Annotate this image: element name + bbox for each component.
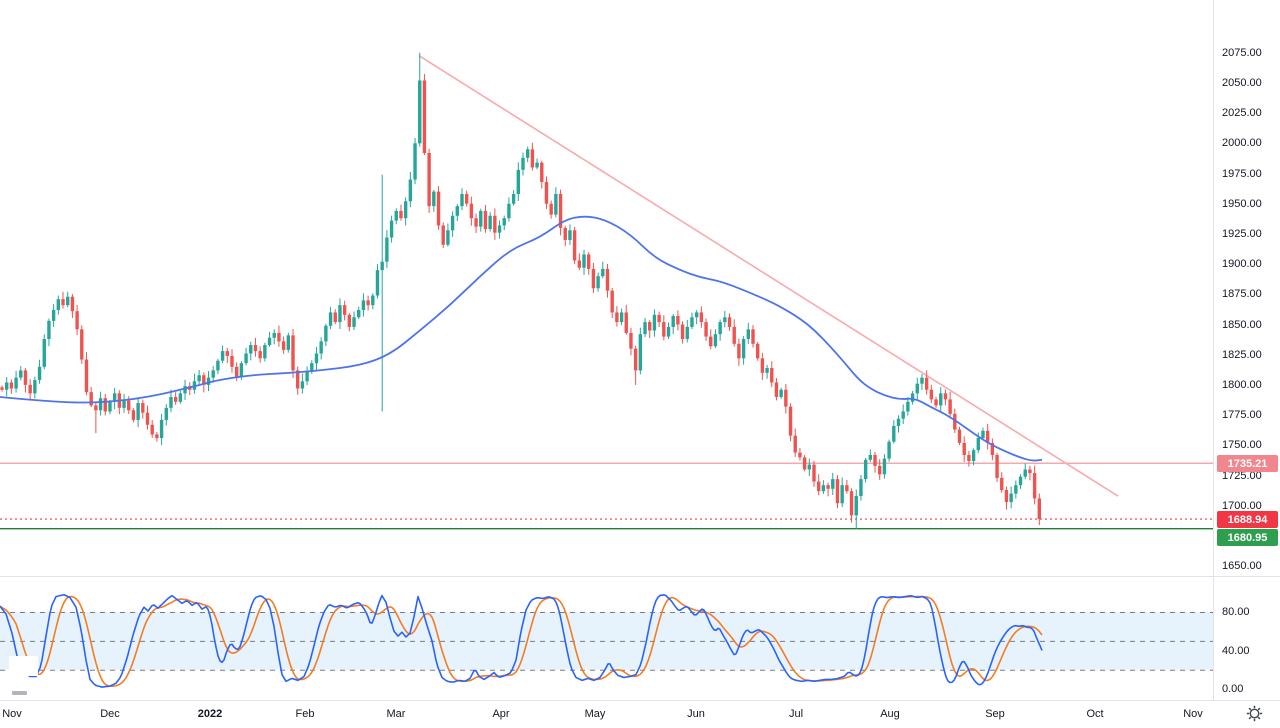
price-axis-label: 1850.00 <box>1222 318 1262 331</box>
price-axis-label: 1925.00 <box>1222 227 1262 240</box>
time-axis-label-jul: Jul <box>788 708 804 720</box>
stoch-axis-label: 80.00 <box>1222 606 1250 618</box>
time-axis-label-dec: Dec <box>100 708 120 720</box>
time-axis-separator <box>0 700 1280 701</box>
price-level-badge[interactable]: 1735.21 <box>1217 455 1278 473</box>
price-axis-label: 1750.00 <box>1222 439 1262 452</box>
price-level-badge[interactable]: 1688.94 <box>1217 511 1278 529</box>
price-axis-label: 1700.00 <box>1222 499 1262 512</box>
price-axis-label: 1825.00 <box>1222 348 1262 361</box>
stoch-legend-dash <box>12 691 27 695</box>
time-axis-label-oct: Oct <box>1086 708 1104 720</box>
stoch-axis-label: 0.00 <box>1222 683 1244 695</box>
time-axis-label-nov: Nov <box>1183 708 1203 720</box>
price-axis-label: 1950.00 <box>1222 197 1262 210</box>
price-axis-label: 2025.00 <box>1222 107 1262 120</box>
price-axis-label: 2050.00 <box>1222 76 1262 89</box>
time-axis-label-jun: Jun <box>687 708 705 720</box>
price-axis-label: 1875.00 <box>1222 288 1262 301</box>
settings-gear-icon[interactable] <box>1246 705 1263 722</box>
panel-separator[interactable] <box>0 576 1280 577</box>
price-axis-label: 1725.00 <box>1222 469 1262 482</box>
stoch-legend-collapsed <box>9 656 38 676</box>
price-level-badge[interactable]: 1680.95 <box>1217 529 1278 546</box>
stoch-axis-label: 40.00 <box>1222 644 1250 657</box>
time-axis-label-nov: Nov <box>2 708 22 720</box>
time-axis-label-feb: Feb <box>295 708 315 720</box>
stochastic-panel-canvas[interactable] <box>0 577 1213 700</box>
price-axis-label: 2000.00 <box>1222 137 1262 150</box>
time-axis-label-aug: Aug <box>880 708 900 720</box>
price-axis-label: 1650.00 <box>1222 560 1262 573</box>
price-axis-separator[interactable] <box>1213 0 1214 700</box>
price-axis-label: 1900.00 <box>1222 258 1262 271</box>
time-axis-label-sep: Sep <box>985 708 1005 720</box>
time-axis-label-may: May <box>584 708 606 720</box>
price-axis-label: 1775.00 <box>1222 409 1262 422</box>
price-axis-label: 1975.00 <box>1222 167 1262 180</box>
price-axis-label: 1800.00 <box>1222 378 1262 391</box>
price-axis-label: 2075.00 <box>1222 46 1262 59</box>
time-axis-label-apr: Apr <box>492 708 510 720</box>
price-panel-canvas[interactable] <box>0 0 1213 577</box>
time-axis-label-mar: Mar <box>386 708 406 720</box>
time-axis-label-2022: 2022 <box>197 708 223 720</box>
